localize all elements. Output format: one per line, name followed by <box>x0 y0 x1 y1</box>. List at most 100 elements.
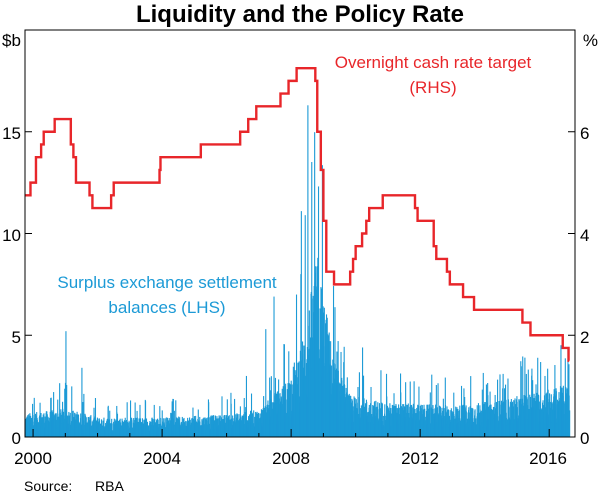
balances-bar <box>370 386 372 437</box>
balances-bar <box>253 410 255 437</box>
left-tick-label-10: 10 <box>2 226 21 245</box>
balances-bar <box>221 396 223 437</box>
balances-bar <box>468 407 470 437</box>
chart-title: Liquidity and the Policy Rate <box>136 1 464 28</box>
balances-bar <box>321 165 323 438</box>
source-label: Source: <box>24 478 72 494</box>
balances-bar <box>372 406 374 437</box>
balances-bar <box>470 376 472 437</box>
balances-bar <box>443 408 445 437</box>
balances-bar <box>456 407 458 437</box>
balances-bar <box>429 392 431 437</box>
balances-bar <box>288 351 290 437</box>
balances-bar <box>497 379 499 437</box>
balances-bar <box>413 381 415 437</box>
balances-bar <box>273 296 275 437</box>
balances-bar <box>208 402 210 437</box>
balances-bar <box>36 419 38 437</box>
balances-bar <box>300 211 302 437</box>
balances-bar <box>173 410 175 437</box>
balances-bar <box>485 384 487 437</box>
balances-bar <box>479 411 481 437</box>
balances-bar <box>66 384 68 437</box>
balances-bar <box>59 383 61 437</box>
balances-bar <box>482 372 484 437</box>
balances-bar <box>537 357 539 437</box>
x-tick-label-2004: 2004 <box>143 449 181 468</box>
balances-bar <box>358 372 360 437</box>
balances-bar <box>435 385 437 437</box>
right-tick-label-6: 6 <box>580 124 589 143</box>
balances-bar <box>446 406 448 437</box>
balances-annotation-line1: Surplus exchange settlement <box>57 273 277 292</box>
balances-bar <box>269 390 271 437</box>
balances-bar <box>464 409 466 437</box>
balances-bar <box>431 374 433 437</box>
x-tick-label-2016: 2016 <box>529 449 567 468</box>
balances-bar <box>400 392 402 437</box>
balances-bar <box>317 186 320 437</box>
balances-bar <box>527 369 529 437</box>
balances-bar <box>360 408 362 437</box>
source-value: RBA <box>95 478 124 494</box>
balances-bar <box>82 402 84 437</box>
x-tick-label-2012: 2012 <box>401 449 439 468</box>
balances-bar <box>154 419 156 437</box>
balances-bar <box>390 408 392 437</box>
x-tick-label-2008: 2008 <box>272 449 310 468</box>
axis-ticks <box>25 131 575 438</box>
balances-bar <box>130 400 132 437</box>
left-tick-label-15: 15 <box>2 124 21 143</box>
balances-bar <box>290 380 292 437</box>
balances-bar <box>337 370 339 437</box>
balances-bar <box>269 377 271 437</box>
balances-bar <box>380 370 382 437</box>
balances-bar <box>126 402 128 437</box>
balances-bar <box>285 383 287 437</box>
balances-bar <box>520 366 522 437</box>
balances-bar <box>65 331 67 437</box>
balances-bar <box>182 418 184 437</box>
balances-bar <box>544 375 546 437</box>
balances-bar <box>436 412 438 437</box>
balances-bar <box>251 412 253 437</box>
balances-bar <box>71 410 73 437</box>
balances-bar <box>362 347 364 437</box>
balances-bar <box>90 415 92 437</box>
balances-bar <box>32 403 34 437</box>
balances-bar <box>555 391 557 437</box>
balances-bar <box>405 382 407 437</box>
x-tick-label-2000: 2000 <box>14 449 52 468</box>
balances-bar <box>487 395 489 437</box>
rate-annotation-line2: (RHS) <box>409 78 456 97</box>
balances-bar <box>381 403 383 437</box>
balances-bar <box>289 384 292 437</box>
rate-annotation-line1: Overnight cash rate target <box>335 53 532 72</box>
balances-bar <box>202 418 204 437</box>
balances-bar <box>283 344 285 437</box>
balances-bar <box>212 415 214 437</box>
balances-bar <box>192 407 194 437</box>
balances-bar <box>332 285 335 437</box>
balances-bar <box>522 356 524 437</box>
balances-bar <box>540 362 542 437</box>
balances-bar <box>347 397 349 437</box>
balances-bar <box>209 417 211 437</box>
balances-bar <box>567 347 569 437</box>
balances-bar <box>109 410 111 437</box>
cash-rate-line <box>25 66 570 362</box>
balances-bar <box>234 398 236 437</box>
balances-bar <box>418 386 420 437</box>
right-tick-label-4: 4 <box>580 226 589 245</box>
balances-bar <box>94 398 97 437</box>
balances-bar <box>307 105 309 437</box>
balances-bar <box>81 367 83 437</box>
balances-bar <box>304 215 306 437</box>
right-tick-label-2: 2 <box>580 328 589 347</box>
balances-bar <box>160 423 162 437</box>
left-tick-label-0: 0 <box>12 429 21 448</box>
right-tick-label-0: 0 <box>580 429 589 448</box>
balances-bar <box>265 329 267 437</box>
balances-bar <box>213 420 216 437</box>
